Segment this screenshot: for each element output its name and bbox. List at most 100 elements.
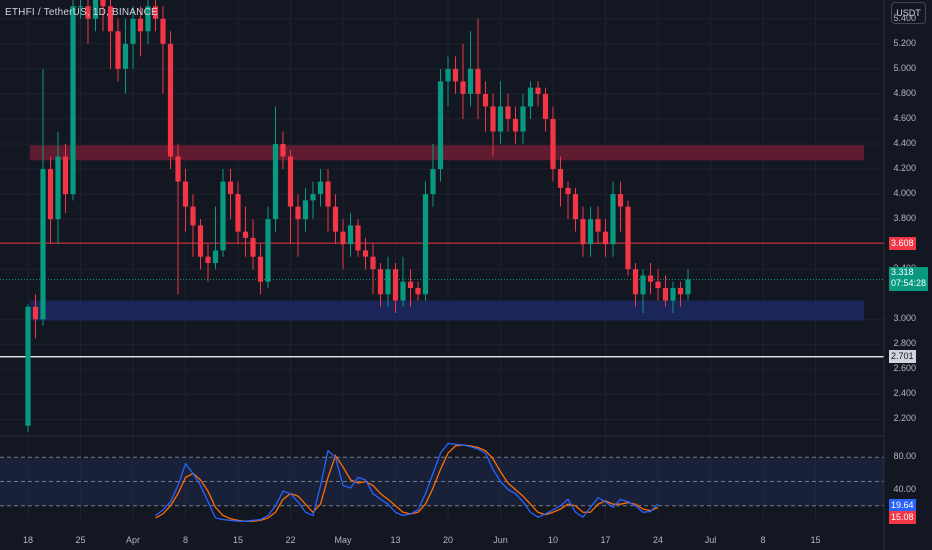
candle-up[interactable] <box>145 0 151 44</box>
candle-up[interactable] <box>92 0 99 32</box>
currency-button[interactable]: USDT <box>891 2 926 24</box>
candle-up[interactable] <box>122 18 129 94</box>
candle-down[interactable] <box>32 294 39 339</box>
candle-down[interactable] <box>535 81 541 107</box>
candle-down[interactable] <box>482 81 489 132</box>
candle-up[interactable] <box>55 131 61 245</box>
candle-down[interactable] <box>415 281 421 301</box>
candle-down[interactable] <box>565 181 571 220</box>
candle-up[interactable] <box>347 212 354 257</box>
supply-zone[interactable] <box>30 145 864 161</box>
candle-up[interactable] <box>685 269 691 301</box>
candle-up[interactable] <box>40 68 46 326</box>
candle-down[interactable] <box>190 194 196 257</box>
candle-down[interactable] <box>167 31 174 170</box>
candle-down[interactable] <box>287 150 294 245</box>
candle-down[interactable] <box>205 244 211 282</box>
candle-up[interactable] <box>70 0 76 201</box>
candle-down[interactable] <box>647 262 654 295</box>
candle-body <box>137 18 144 32</box>
candle-down[interactable] <box>662 275 669 307</box>
candle-up[interactable] <box>640 269 646 314</box>
candle-down[interactable] <box>407 269 414 307</box>
candle-down[interactable] <box>362 237 369 270</box>
candle-up[interactable] <box>467 31 474 107</box>
candle-down[interactable] <box>655 269 661 301</box>
candle-up[interactable] <box>587 206 594 257</box>
candle-up[interactable] <box>400 256 406 307</box>
candle-down[interactable] <box>542 87 549 132</box>
candle-down[interactable] <box>100 0 106 32</box>
candle-down[interactable] <box>175 144 181 295</box>
candle-down[interactable] <box>152 0 159 32</box>
candle-down[interactable] <box>512 106 519 144</box>
candle-body <box>317 181 324 195</box>
candle-down[interactable] <box>632 262 639 307</box>
candle-down[interactable] <box>617 181 624 232</box>
candle-down[interactable] <box>460 43 466 119</box>
candle-down[interactable] <box>115 18 121 82</box>
candle-down[interactable] <box>160 6 166 94</box>
candle-down[interactable] <box>505 93 511 132</box>
candle-up[interactable] <box>317 169 324 207</box>
candle-down[interactable] <box>197 219 204 270</box>
candle-up[interactable] <box>25 304 31 432</box>
candle-down[interactable] <box>227 169 234 220</box>
candle-up[interactable] <box>527 81 534 119</box>
candle-down[interactable] <box>490 93 496 157</box>
candle-down[interactable] <box>452 56 459 94</box>
candle-up[interactable] <box>610 181 616 257</box>
candle-up[interactable] <box>130 6 136 69</box>
candle-down[interactable] <box>355 219 361 257</box>
candle-body <box>640 275 646 295</box>
candle-down[interactable] <box>677 281 684 307</box>
candle-body <box>332 206 339 232</box>
symbol-title[interactable]: ETHFI / TetherUS, 1D, BINANCE <box>5 7 158 18</box>
candle-down[interactable] <box>242 206 249 257</box>
candle-down[interactable] <box>295 194 301 257</box>
candle-up[interactable] <box>212 206 219 270</box>
candle-down[interactable] <box>340 219 346 270</box>
candle-down[interactable] <box>280 131 286 170</box>
candles[interactable] <box>25 0 691 432</box>
candle-down[interactable] <box>475 18 481 119</box>
candle-down[interactable] <box>595 206 601 245</box>
candle-down[interactable] <box>580 206 586 257</box>
candle-up[interactable] <box>437 68 444 182</box>
candle-up[interactable] <box>310 181 316 220</box>
candle-up[interactable] <box>422 181 429 301</box>
candle-down[interactable] <box>377 262 384 307</box>
candle-up[interactable] <box>302 187 309 232</box>
candle-down[interactable] <box>85 0 91 44</box>
candle-down[interactable] <box>332 194 339 245</box>
candle-down[interactable] <box>572 187 579 232</box>
candle-down[interactable] <box>550 106 556 182</box>
candle-down[interactable] <box>235 181 241 245</box>
candle-down[interactable] <box>257 244 264 295</box>
candle-up[interactable] <box>385 256 391 307</box>
candle-down[interactable] <box>47 156 54 245</box>
candle-down[interactable] <box>602 219 609 257</box>
demand-zone[interactable] <box>30 300 864 321</box>
candle-down[interactable] <box>392 262 399 314</box>
candle-down[interactable] <box>370 244 376 295</box>
candle-down[interactable] <box>107 0 114 69</box>
candle-down[interactable] <box>557 156 564 207</box>
candle-up[interactable] <box>497 81 504 144</box>
candle-down[interactable] <box>325 169 331 232</box>
candle-up[interactable] <box>670 281 676 314</box>
candle-up[interactable] <box>265 206 271 288</box>
candle-down[interactable] <box>62 144 69 213</box>
candle-up[interactable] <box>220 169 226 257</box>
candle-up[interactable] <box>520 93 526 144</box>
candle-up[interactable] <box>272 106 279 232</box>
candle-down[interactable] <box>625 200 631 276</box>
candle-down[interactable] <box>182 169 189 232</box>
candle-down[interactable] <box>137 6 144 57</box>
candle-up[interactable] <box>445 56 451 107</box>
candle-up[interactable] <box>430 144 436 207</box>
candle-down[interactable] <box>250 219 256 270</box>
candle-up[interactable] <box>77 0 84 19</box>
